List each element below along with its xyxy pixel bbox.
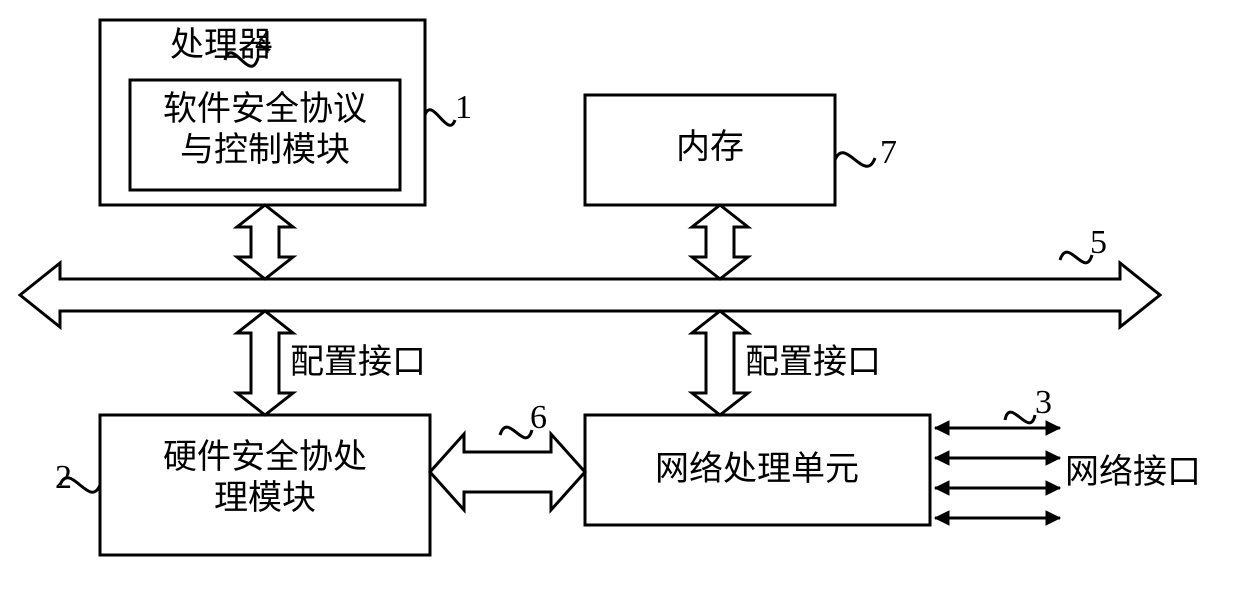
label-sw_security: 软件安全协议与控制模块: [163, 90, 367, 169]
net-iface-head-l-2: [935, 481, 949, 495]
ref-number-6: 6: [530, 399, 547, 436]
ref-number-1: 1: [455, 89, 472, 126]
ref-number-2: 2: [55, 459, 72, 496]
ref-squiggle-5: [1060, 252, 1092, 263]
label-hw_coproc: 硬件安全协处理模块: [163, 438, 367, 517]
net-iface-head-l-1: [935, 451, 949, 465]
net-iface-head-r-1: [1046, 451, 1060, 465]
free-label-2: 网络接口: [1065, 453, 1201, 491]
label-memory: 内存: [676, 128, 744, 166]
bus-connector-arrow: [692, 311, 748, 415]
free-label-1: 配置接口: [745, 344, 881, 381]
ref-number-3: 3: [1035, 384, 1052, 421]
net-iface-head-l-0: [935, 421, 949, 435]
bus-connector-arrow: [237, 311, 293, 415]
ref-squiggle-7: [835, 153, 875, 166]
net-iface-head-r-0: [1046, 421, 1060, 435]
label-net_unit: 网络处理单元: [655, 450, 859, 488]
ref-squiggle-3: [1005, 412, 1035, 423]
net-iface-head-l-3: [935, 511, 949, 525]
bus-connector-arrow: [237, 205, 293, 279]
ref-squiggle-1: [425, 110, 455, 126]
ref-number-4: 4: [255, 24, 272, 61]
net-iface-head-r-3: [1046, 511, 1060, 525]
hw-to-net-arrow: [430, 434, 585, 510]
net-iface-head-r-2: [1046, 481, 1060, 495]
ref-number-5: 5: [1090, 224, 1107, 261]
system-bus: [20, 263, 1160, 327]
ref-number-7: 7: [880, 134, 897, 171]
free-label-0: 配置接口: [290, 344, 426, 381]
ref-squiggle-6: [500, 427, 532, 438]
bus-connector-arrow: [692, 205, 748, 279]
